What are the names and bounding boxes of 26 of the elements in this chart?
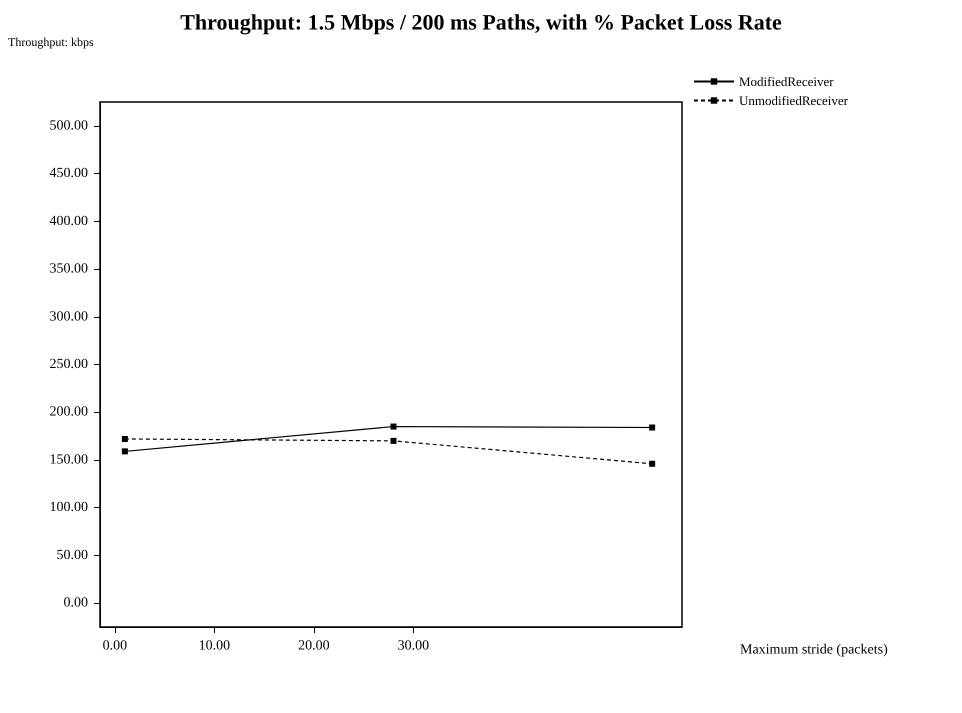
- y-tick-label: 100.00: [50, 500, 88, 516]
- legend-label: UnmodifiedReceiver: [739, 93, 849, 108]
- x-tick-label: 30.00: [398, 638, 430, 654]
- y-tick-label: 50.00: [56, 548, 88, 563]
- x-tick-label: 10.00: [198, 638, 230, 654]
- point: [390, 438, 396, 444]
- x-tick-label: 20.00: [298, 638, 330, 654]
- y-tick-label: 350.00: [50, 262, 88, 277]
- x-tick-label: 0.00: [102, 638, 128, 654]
- point: [649, 460, 656, 467]
- y-tick-label: 300.00: [50, 309, 88, 324]
- y-tick-label: 0.00: [64, 596, 88, 611]
- point: [122, 448, 128, 454]
- y-tick-label: 200.00: [50, 404, 88, 420]
- x-axis-title: Maximum stride (packets): [740, 642, 888, 658]
- y-tick-label: 400.00: [50, 214, 88, 229]
- chart-title: Throughput: 1.5 Mbps / 200 ms Paths, with % Packet Loss Rate: [180, 10, 782, 34]
- y-tick-label: 450.00: [50, 166, 88, 182]
- y-tick-label: 500.00: [50, 118, 88, 134]
- point: [122, 436, 128, 442]
- legend-label: ModifiedReceiver: [739, 74, 834, 89]
- y-tick-label: 250.00: [50, 357, 88, 372]
- y-axis-title: Throughput: kbps: [8, 35, 94, 49]
- point: [649, 424, 656, 430]
- y-tick-label: 150.00: [50, 452, 88, 468]
- point: [390, 424, 396, 430]
